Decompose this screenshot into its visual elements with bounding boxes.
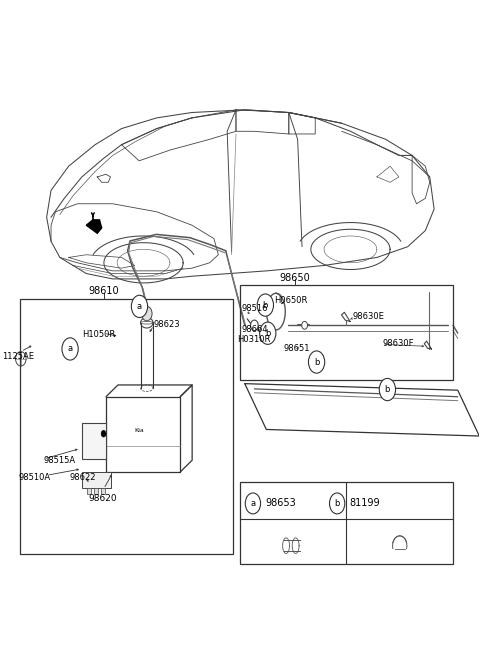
Circle shape	[257, 294, 274, 316]
Text: 81199: 81199	[349, 499, 380, 508]
Text: b: b	[265, 329, 270, 338]
Circle shape	[142, 306, 152, 321]
Text: H1050R: H1050R	[82, 330, 115, 339]
Text: 98651: 98651	[283, 344, 310, 354]
Text: 98620: 98620	[88, 494, 117, 502]
Circle shape	[302, 321, 308, 329]
Circle shape	[101, 430, 106, 437]
Text: 1125AE: 1125AE	[2, 352, 34, 361]
Circle shape	[379, 379, 396, 401]
Text: H0650R: H0650R	[275, 296, 308, 305]
Text: 98630E: 98630E	[353, 312, 385, 321]
Text: 98510A: 98510A	[19, 473, 51, 482]
Text: 98664: 98664	[242, 325, 268, 334]
Text: b: b	[385, 385, 390, 394]
Bar	[87, 488, 91, 493]
Text: H0310R: H0310R	[238, 335, 271, 344]
Circle shape	[132, 295, 148, 318]
Text: 98650: 98650	[280, 273, 311, 283]
FancyBboxPatch shape	[82, 423, 106, 459]
Text: 98515A: 98515A	[44, 457, 76, 465]
Text: 98630F: 98630F	[382, 338, 414, 348]
Text: 98622: 98622	[69, 473, 96, 482]
Circle shape	[245, 493, 261, 514]
Text: b: b	[335, 499, 340, 508]
Text: 98623: 98623	[154, 319, 180, 329]
Circle shape	[62, 338, 78, 360]
Circle shape	[260, 322, 276, 344]
Circle shape	[309, 351, 324, 373]
Text: 98610: 98610	[88, 286, 119, 297]
Text: a: a	[68, 344, 72, 354]
Text: b: b	[314, 358, 319, 367]
Text: 98516: 98516	[242, 304, 268, 313]
Polygon shape	[86, 220, 102, 234]
Text: 98653: 98653	[265, 499, 296, 508]
Text: a: a	[251, 499, 255, 508]
FancyBboxPatch shape	[82, 472, 111, 488]
Text: b: b	[263, 300, 268, 310]
Circle shape	[329, 493, 345, 514]
Bar	[101, 488, 105, 493]
Text: a: a	[137, 302, 142, 311]
Text: Kia: Kia	[134, 428, 144, 433]
Bar	[94, 488, 98, 493]
